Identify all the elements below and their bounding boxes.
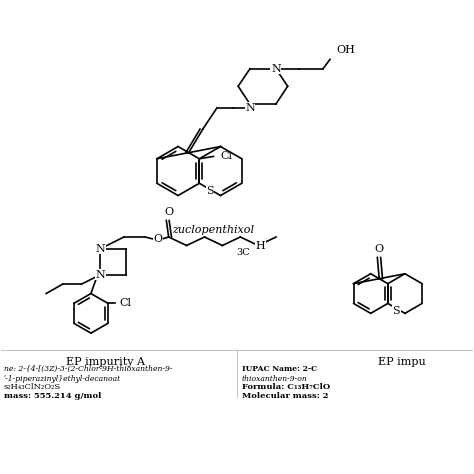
Text: 3C: 3C	[236, 248, 250, 257]
Text: N: N	[271, 64, 281, 74]
Text: IUPAC Name: 2-C: IUPAC Name: 2-C	[242, 365, 317, 373]
Text: S: S	[206, 186, 214, 196]
Text: s₂H₄₃ClN₂O₂S: s₂H₄₃ClN₂O₂S	[4, 383, 61, 391]
Text: Cl: Cl	[220, 151, 233, 162]
Text: O: O	[374, 244, 384, 254]
Text: N: N	[95, 244, 105, 254]
Text: O: O	[154, 234, 163, 245]
Text: EP impu: EP impu	[378, 357, 426, 367]
Text: O: O	[164, 207, 173, 217]
Text: H: H	[255, 241, 265, 251]
Text: Formula: C₁₃H₇ClO: Formula: C₁₃H₇ClO	[242, 383, 330, 391]
Text: ʹ-1-piperazinyl}ethyl-decanoat: ʹ-1-piperazinyl}ethyl-decanoat	[4, 374, 121, 383]
Text: Molecular mass: 2: Molecular mass: 2	[242, 392, 328, 400]
Text: ne: 2-{4-[(3Z)-3-(2-Chlor-9H-thioxanthen-9-: ne: 2-{4-[(3Z)-3-(2-Chlor-9H-thioxanthen…	[4, 365, 172, 373]
Text: S: S	[392, 306, 400, 316]
Text: N: N	[245, 103, 255, 113]
Text: thioxanthen-9-on: thioxanthen-9-on	[242, 374, 308, 383]
Text: EP impurity A: EP impurity A	[65, 357, 145, 367]
Text: zuclopenthixol: zuclopenthixol	[173, 225, 255, 235]
Text: N: N	[95, 270, 105, 280]
Text: mass: 555.214 g/mol: mass: 555.214 g/mol	[4, 392, 101, 400]
Text: OH: OH	[336, 45, 355, 55]
Text: Cl: Cl	[120, 299, 132, 309]
